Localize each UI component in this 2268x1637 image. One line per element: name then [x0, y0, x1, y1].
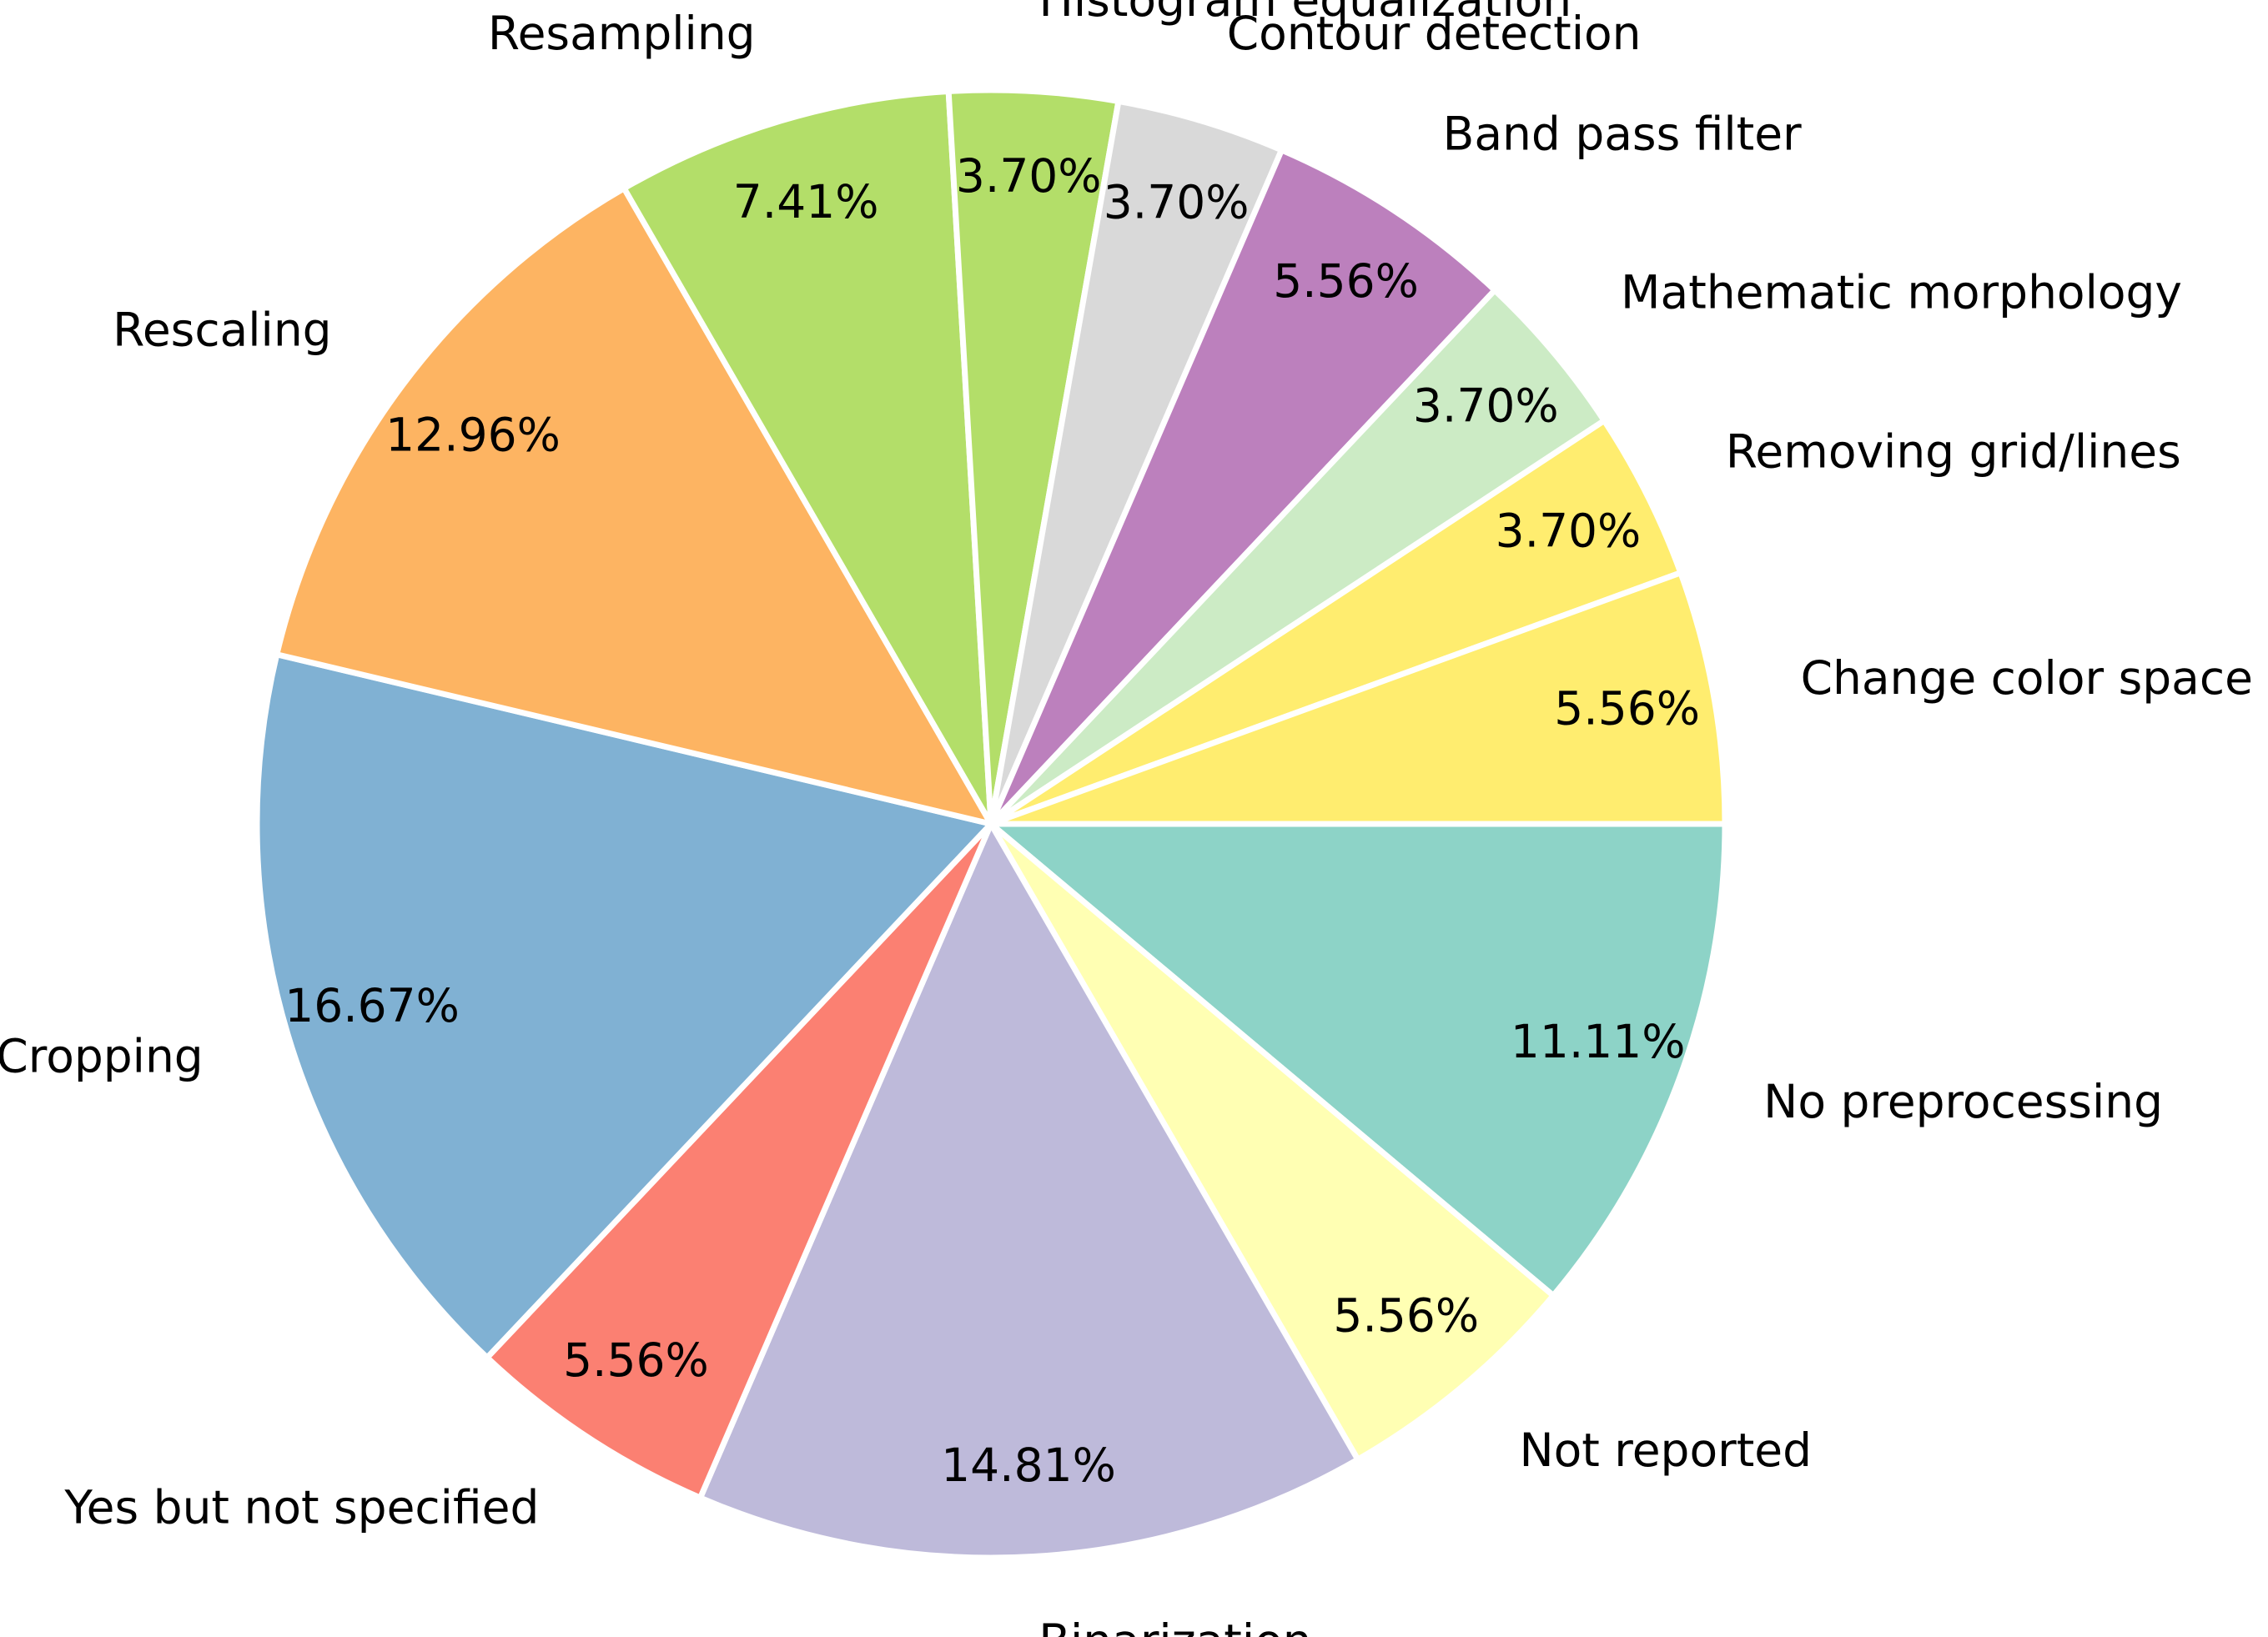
value-label: 3.70%	[1496, 504, 1642, 557]
slice-label: Histogram equalization	[1039, 0, 1572, 27]
value-label: 14.81%	[941, 1439, 1116, 1492]
pie-slice	[988, 821, 1556, 1463]
value-label: 16.67%	[284, 979, 460, 1032]
value-label: 5.56%	[1333, 1288, 1479, 1342]
slice-label: Not reported	[1519, 1424, 1812, 1477]
value-label: 12.96%	[385, 409, 561, 462]
value-label: 5.56%	[1554, 682, 1700, 736]
pie-slice	[621, 88, 994, 827]
pie-slice	[945, 87, 1122, 827]
pie-slice	[988, 821, 1728, 1299]
pie-slice	[697, 821, 1361, 1561]
slice-label: Binarization	[1038, 1614, 1311, 1637]
slice-label: Band pass filter	[1443, 108, 1802, 161]
pie-slice	[274, 185, 994, 827]
pie-slice	[988, 287, 1607, 827]
slice-label: Yes but not specified	[63, 1481, 539, 1534]
slice-label: Removing grid/lines	[1726, 425, 2181, 479]
value-label: 7.41%	[733, 175, 879, 228]
slice-label: Contour detection	[1227, 7, 1642, 60]
pie-slice	[988, 570, 1728, 827]
value-label: 3.70%	[956, 149, 1102, 203]
value-label: 5.56%	[1273, 254, 1419, 308]
pie-slice	[988, 147, 1498, 827]
slice-label: Mathematic morphology	[1621, 266, 2182, 319]
value-label: 5.56%	[563, 1333, 709, 1387]
value-label: 3.70%	[1104, 175, 1250, 228]
pie-slice	[988, 417, 1684, 827]
value-label: 3.70%	[1413, 379, 1559, 432]
value-label: 11.11%	[1511, 1015, 1686, 1068]
slice-label: No preprocessing	[1763, 1075, 2163, 1128]
slice-label: Resampling	[488, 7, 756, 60]
pie-slice	[988, 98, 1285, 827]
slice-label: Cropping	[0, 1030, 204, 1083]
slice-label: Change color space	[1801, 651, 2253, 705]
pie-slice	[254, 651, 994, 1361]
pie-slice	[484, 821, 994, 1501]
slice-label: Rescaling	[113, 303, 332, 356]
